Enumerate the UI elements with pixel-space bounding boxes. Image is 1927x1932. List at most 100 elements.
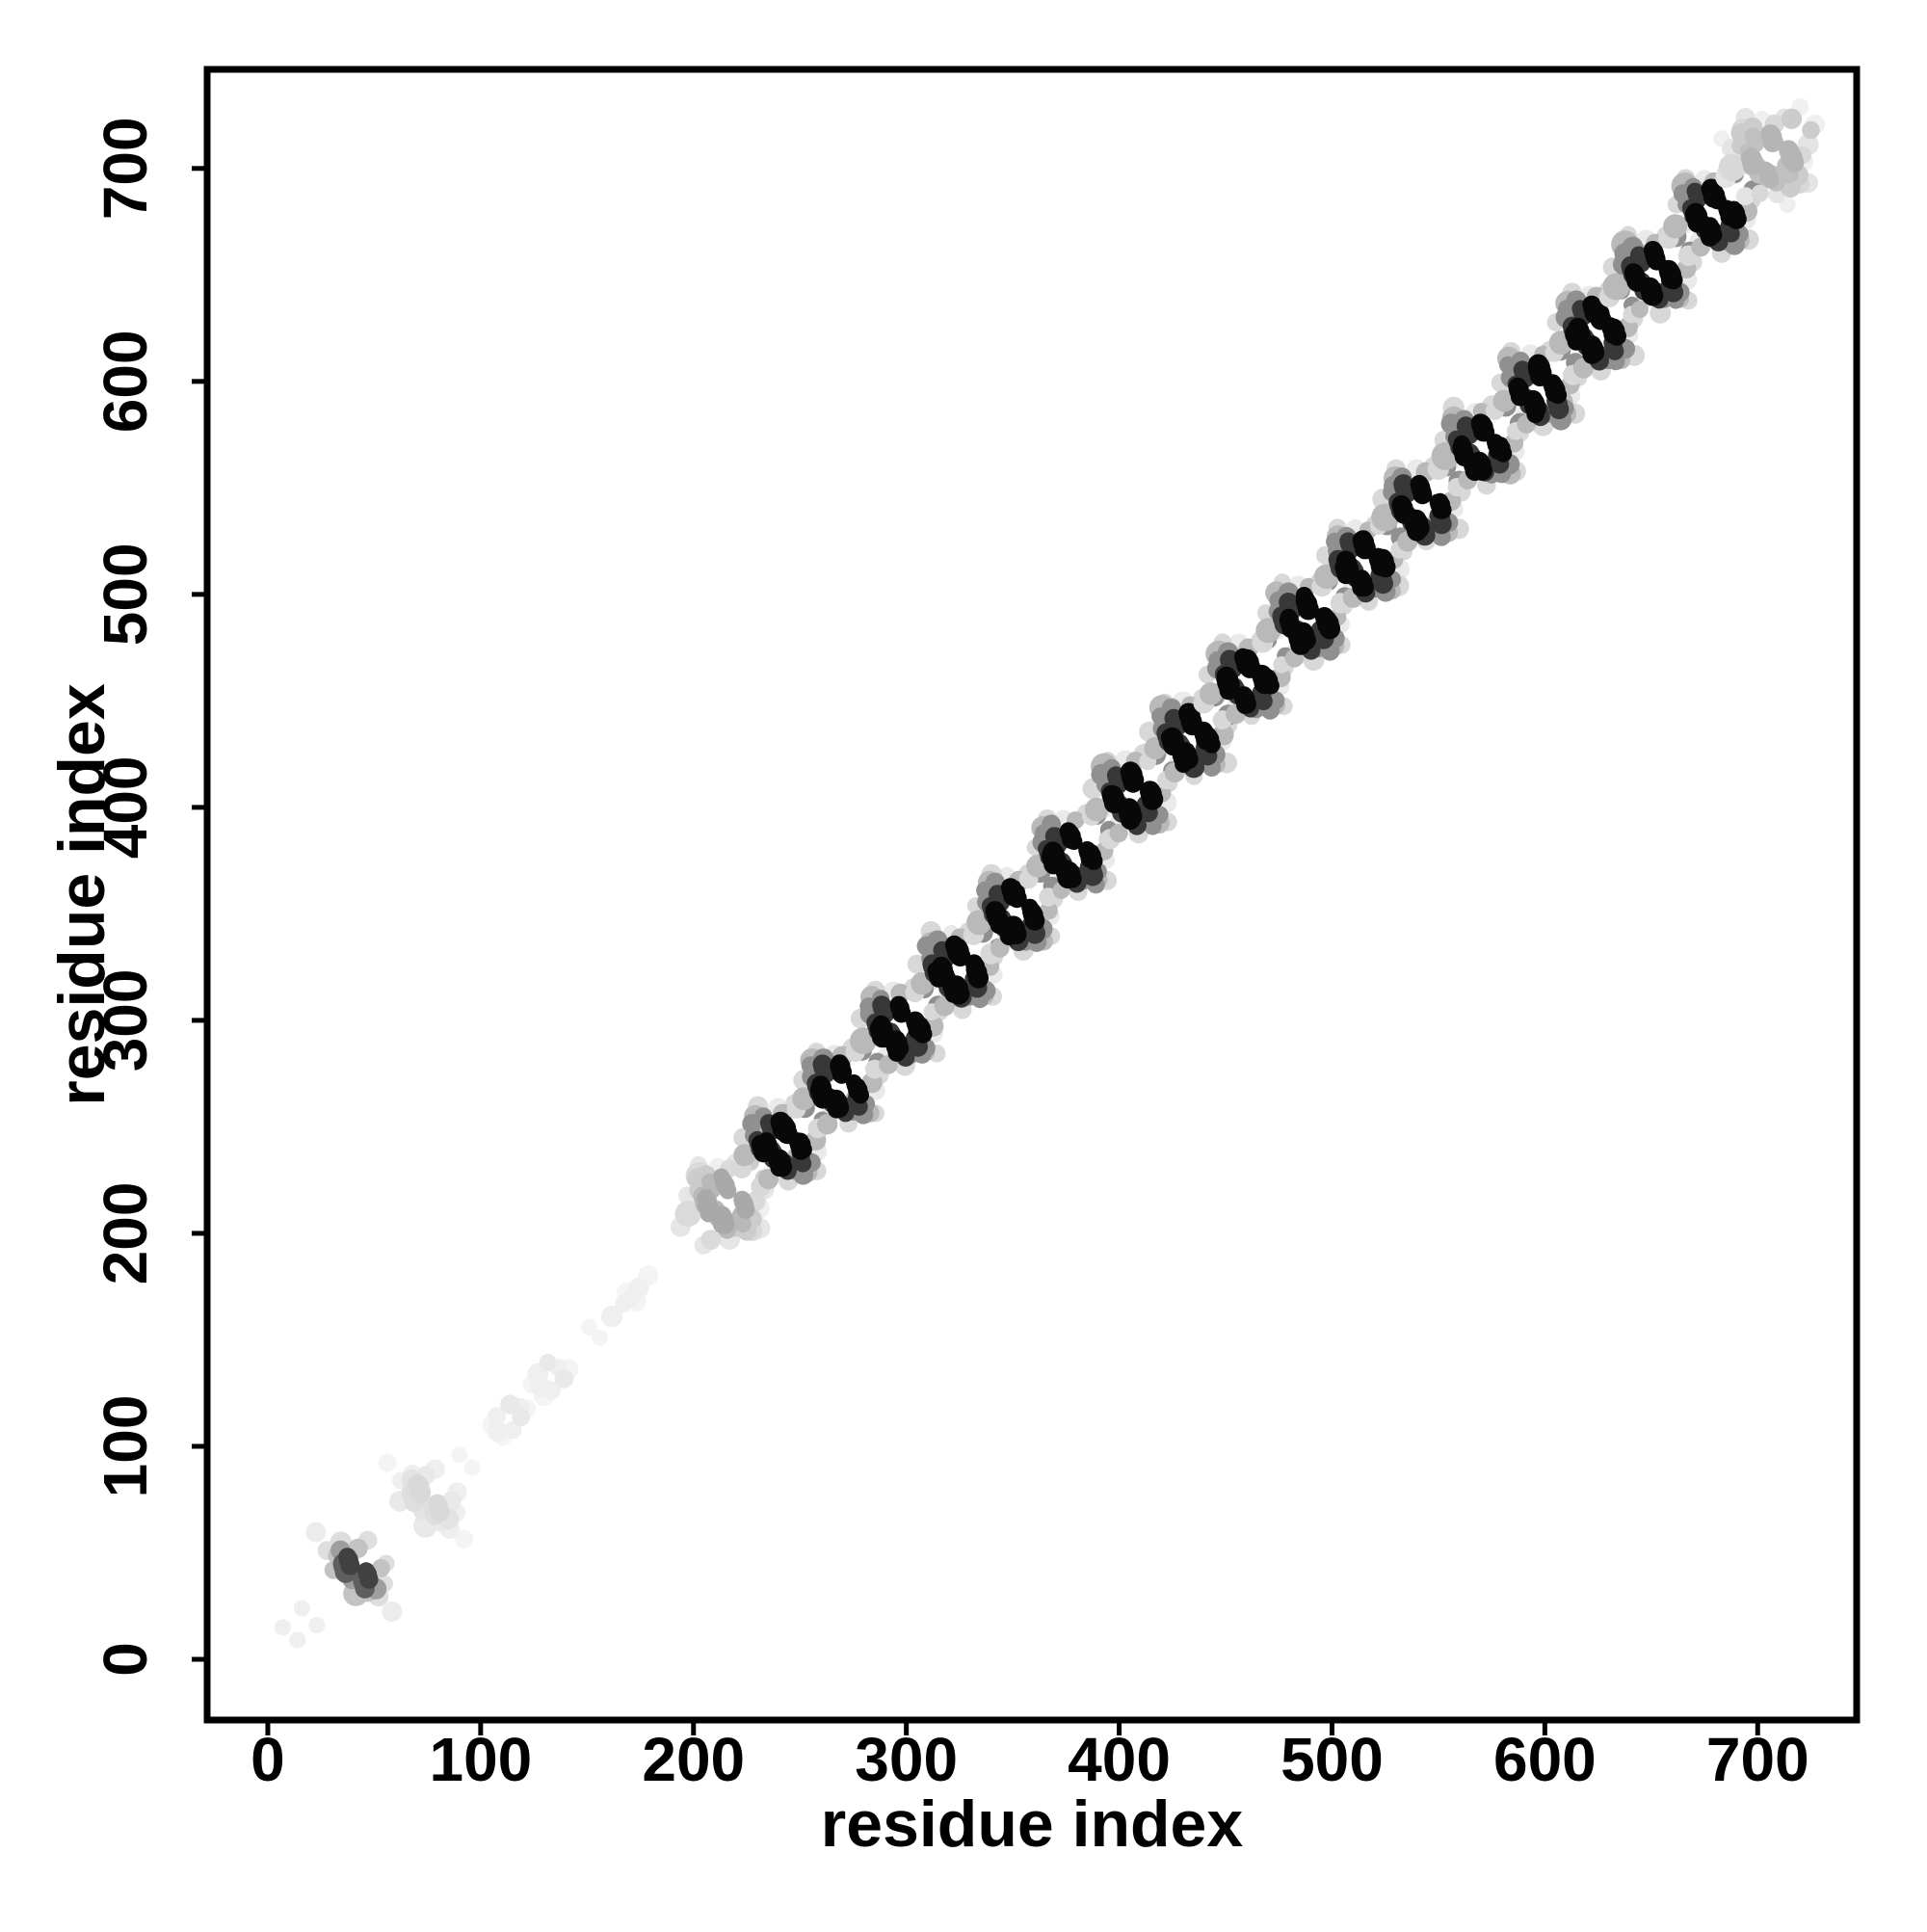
data-point	[592, 1329, 609, 1346]
data-point	[531, 1376, 552, 1398]
data-point	[1410, 474, 1429, 493]
data-point	[997, 918, 1016, 937]
data-point	[1579, 336, 1599, 356]
data-point	[1040, 901, 1058, 920]
data-point	[308, 1617, 326, 1634]
data-point	[1528, 354, 1548, 375]
data-point	[1630, 301, 1649, 319]
data-point	[869, 1018, 890, 1039]
data-point	[1178, 702, 1200, 724]
data-point	[487, 1420, 509, 1442]
data-point	[274, 1619, 291, 1636]
data-point	[378, 1453, 397, 1472]
data-point	[1199, 682, 1223, 705]
data-point	[674, 1201, 701, 1228]
data-point	[1160, 728, 1179, 747]
data-point	[500, 1394, 520, 1415]
data-point	[713, 1168, 729, 1185]
data-point	[1463, 453, 1482, 472]
data-point	[1022, 902, 1042, 922]
data-point	[1492, 389, 1516, 412]
data-point	[1639, 277, 1658, 297]
data-point	[1349, 570, 1367, 589]
y-tick-label-500: 500	[91, 543, 160, 646]
x-tick-label-400: 400	[1068, 1725, 1171, 1794]
data-point	[1059, 822, 1078, 840]
data-point	[988, 908, 1006, 925]
data-point	[1101, 784, 1122, 805]
data-point	[1663, 214, 1688, 239]
data-point	[628, 1278, 649, 1299]
data-point	[1164, 708, 1183, 728]
data-point	[1735, 187, 1755, 206]
data-point	[1140, 781, 1160, 801]
data-point	[1740, 149, 1758, 167]
data-point	[831, 1054, 849, 1072]
plot-border	[203, 66, 1861, 1724]
data-point	[1781, 108, 1803, 129]
data-point	[428, 1494, 447, 1513]
data-point	[942, 977, 959, 994]
data-point	[1643, 241, 1663, 260]
data-point	[1602, 273, 1630, 301]
data-point	[700, 1230, 722, 1250]
data-point	[1513, 360, 1532, 380]
data-points-layer	[274, 97, 1826, 1649]
data-point	[1217, 673, 1235, 692]
data-point	[1604, 318, 1623, 337]
data-point	[825, 1092, 843, 1110]
data-point	[1391, 495, 1412, 516]
data-point	[965, 960, 986, 980]
x-tick-label-600: 600	[1493, 1725, 1597, 1794]
data-point	[1686, 182, 1703, 199]
x-axis-label: residue index	[821, 1787, 1244, 1861]
data-point	[1456, 416, 1476, 436]
data-point	[1684, 204, 1705, 225]
x-tick-label-200: 200	[642, 1725, 745, 1794]
data-point	[710, 1206, 728, 1225]
data-point	[1039, 887, 1058, 907]
data-point	[734, 1192, 752, 1210]
x-tick-label-500: 500	[1280, 1725, 1384, 1794]
data-point	[1259, 669, 1277, 686]
data-point	[849, 1078, 866, 1096]
data-point	[1470, 413, 1491, 433]
data-point	[1744, 127, 1761, 145]
data-point	[512, 1408, 531, 1427]
data-point	[1724, 200, 1744, 221]
data-point	[889, 995, 909, 1015]
data-point	[581, 1318, 597, 1336]
data-point	[451, 1446, 468, 1464]
data-point	[1233, 648, 1253, 667]
data-point	[1779, 196, 1796, 213]
data-point	[1565, 324, 1583, 342]
y-axis-label: residue index	[45, 683, 119, 1106]
data-point	[504, 1420, 522, 1440]
data-point	[1661, 262, 1680, 281]
data-point	[454, 1529, 474, 1549]
data-point	[293, 1600, 310, 1617]
data-point	[812, 1054, 832, 1074]
y-tick-label-700: 700	[91, 117, 160, 220]
x-tick-label-0: 0	[251, 1725, 285, 1794]
y-tick-label-100: 100	[91, 1395, 160, 1498]
data-point	[1000, 878, 1020, 897]
data-point	[1582, 295, 1601, 315]
data-point	[1201, 728, 1218, 745]
data-point	[1508, 379, 1527, 398]
y-tick-label-200: 200	[91, 1182, 160, 1285]
data-point	[1751, 184, 1769, 202]
y-tick-label-0: 0	[91, 1642, 160, 1677]
data-point	[1756, 161, 1774, 178]
y-tick-label-600: 600	[91, 330, 160, 433]
data-point	[1109, 824, 1128, 843]
data-point	[1404, 513, 1424, 533]
data-point	[305, 1522, 327, 1543]
data-point	[1044, 827, 1064, 846]
data-point	[911, 1017, 930, 1035]
data-point	[554, 1369, 574, 1389]
data-point	[809, 1079, 831, 1100]
data-point	[944, 935, 964, 955]
data-point	[1546, 378, 1564, 395]
